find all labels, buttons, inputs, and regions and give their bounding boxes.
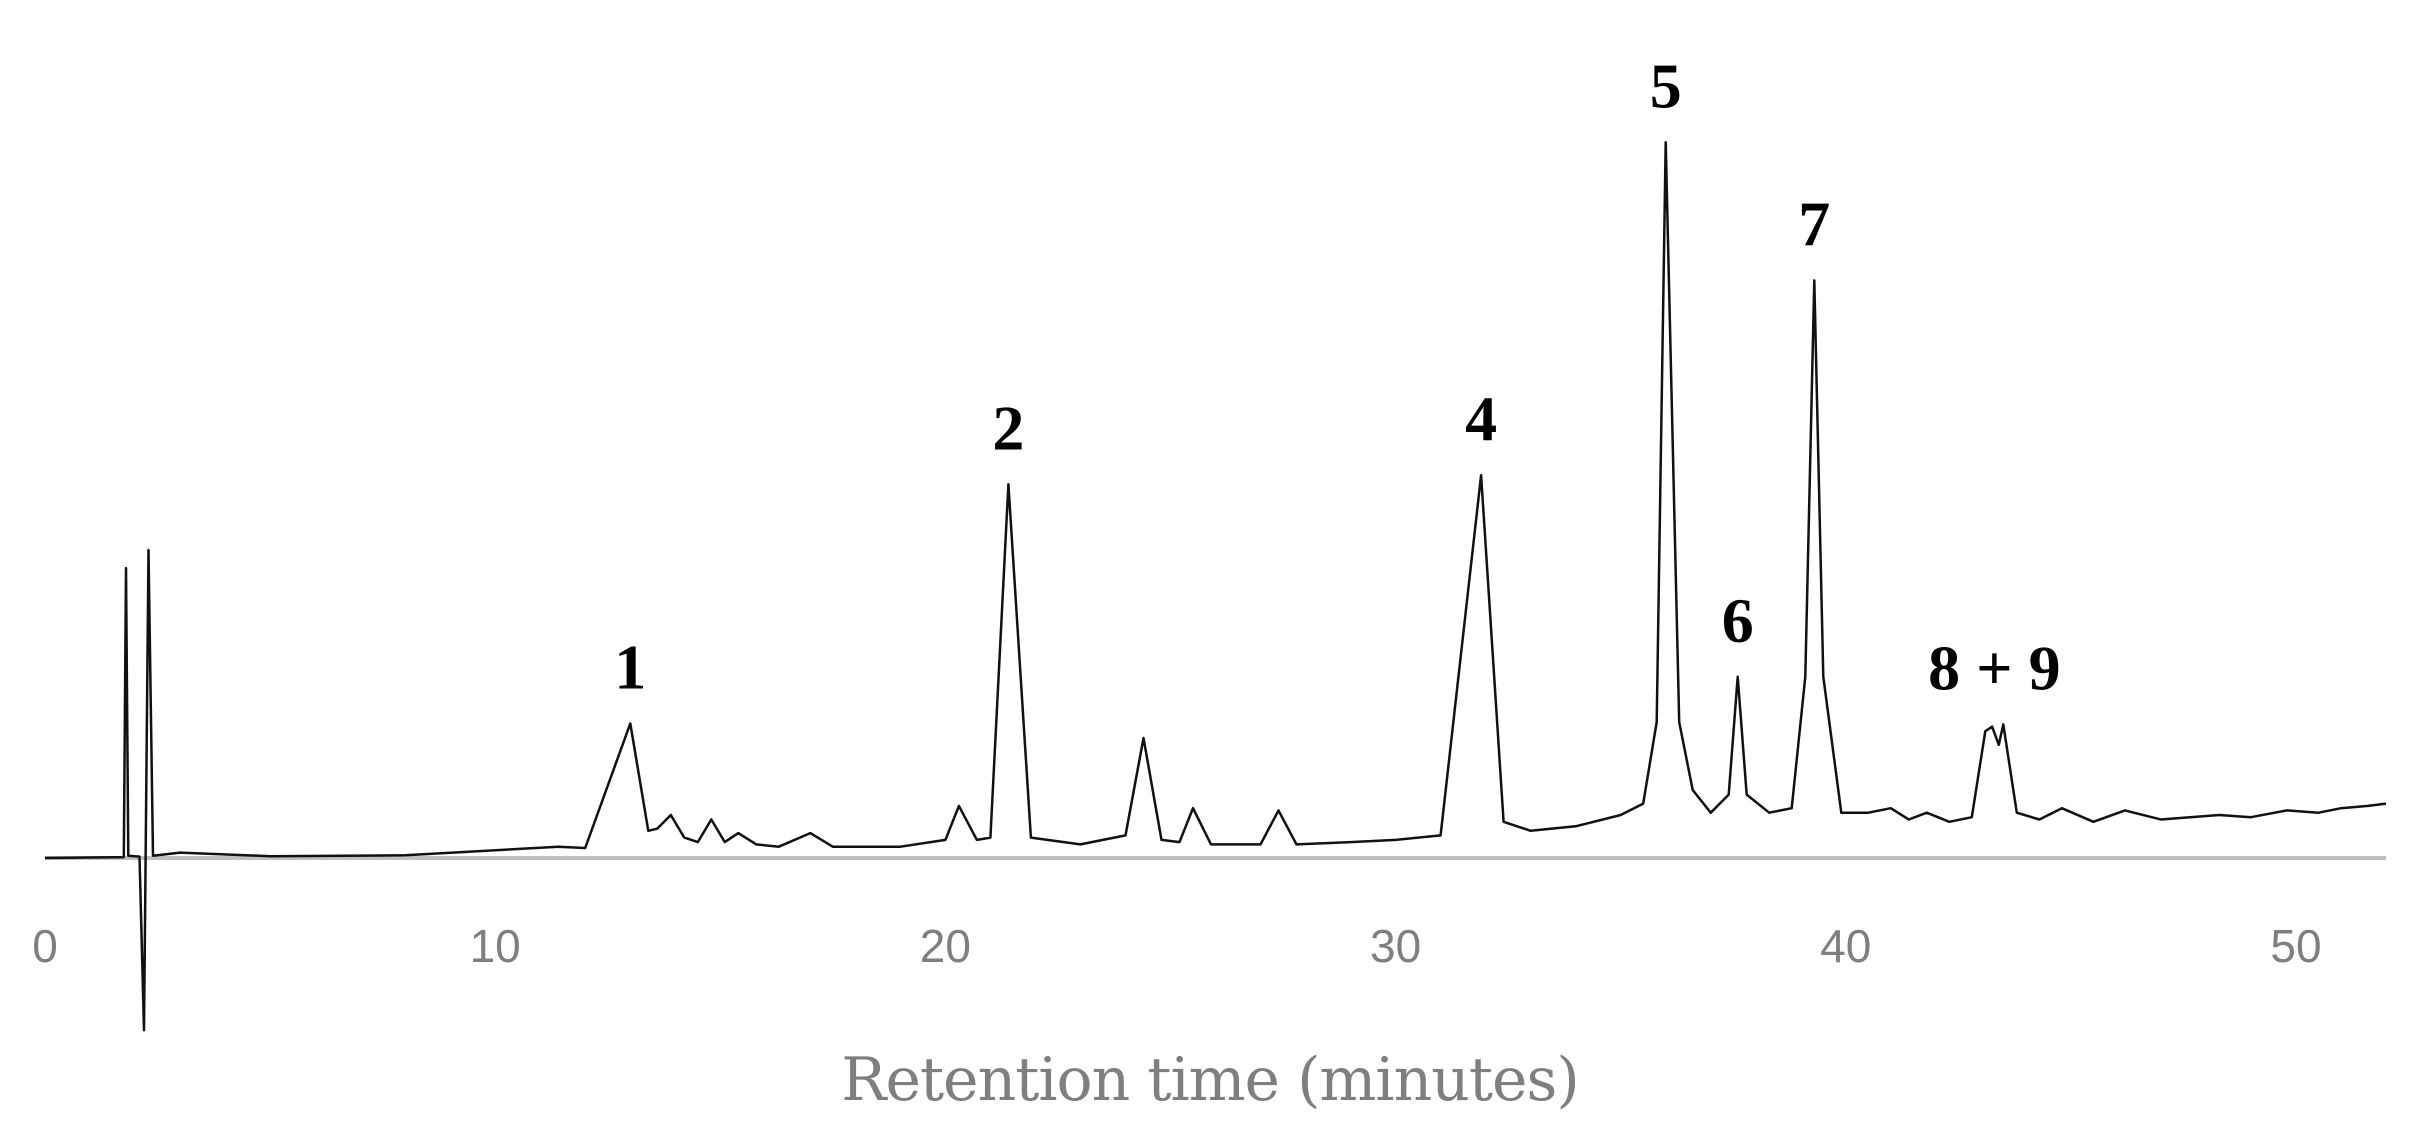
x-axis-title: Retention time (minutes) bbox=[841, 1045, 1578, 1115]
x-tick-label: 50 bbox=[2270, 920, 2321, 972]
x-tick-label: 20 bbox=[920, 920, 971, 972]
peak-label: 8 + 9 bbox=[1928, 632, 2060, 703]
x-tick-label: 40 bbox=[1820, 920, 1871, 972]
peak-label: 2 bbox=[992, 392, 1024, 463]
x-tick-label: 30 bbox=[1370, 920, 1421, 972]
peak-label: 7 bbox=[1798, 188, 1830, 259]
chromatogram-trace bbox=[44, 141, 2387, 1032]
peak-label: 6 bbox=[1722, 585, 1754, 656]
peak-label: 1 bbox=[614, 631, 646, 702]
x-tick-labels: 0 10 20 30 40 50 bbox=[32, 920, 2321, 972]
peak-label: 4 bbox=[1465, 383, 1497, 454]
peak-labels: 1 2 4 5 6 7 8 + 9 bbox=[614, 50, 2060, 703]
x-tick-label: 10 bbox=[470, 920, 521, 972]
peak-label: 5 bbox=[1650, 50, 1682, 121]
x-tick-label: 0 bbox=[32, 920, 58, 972]
